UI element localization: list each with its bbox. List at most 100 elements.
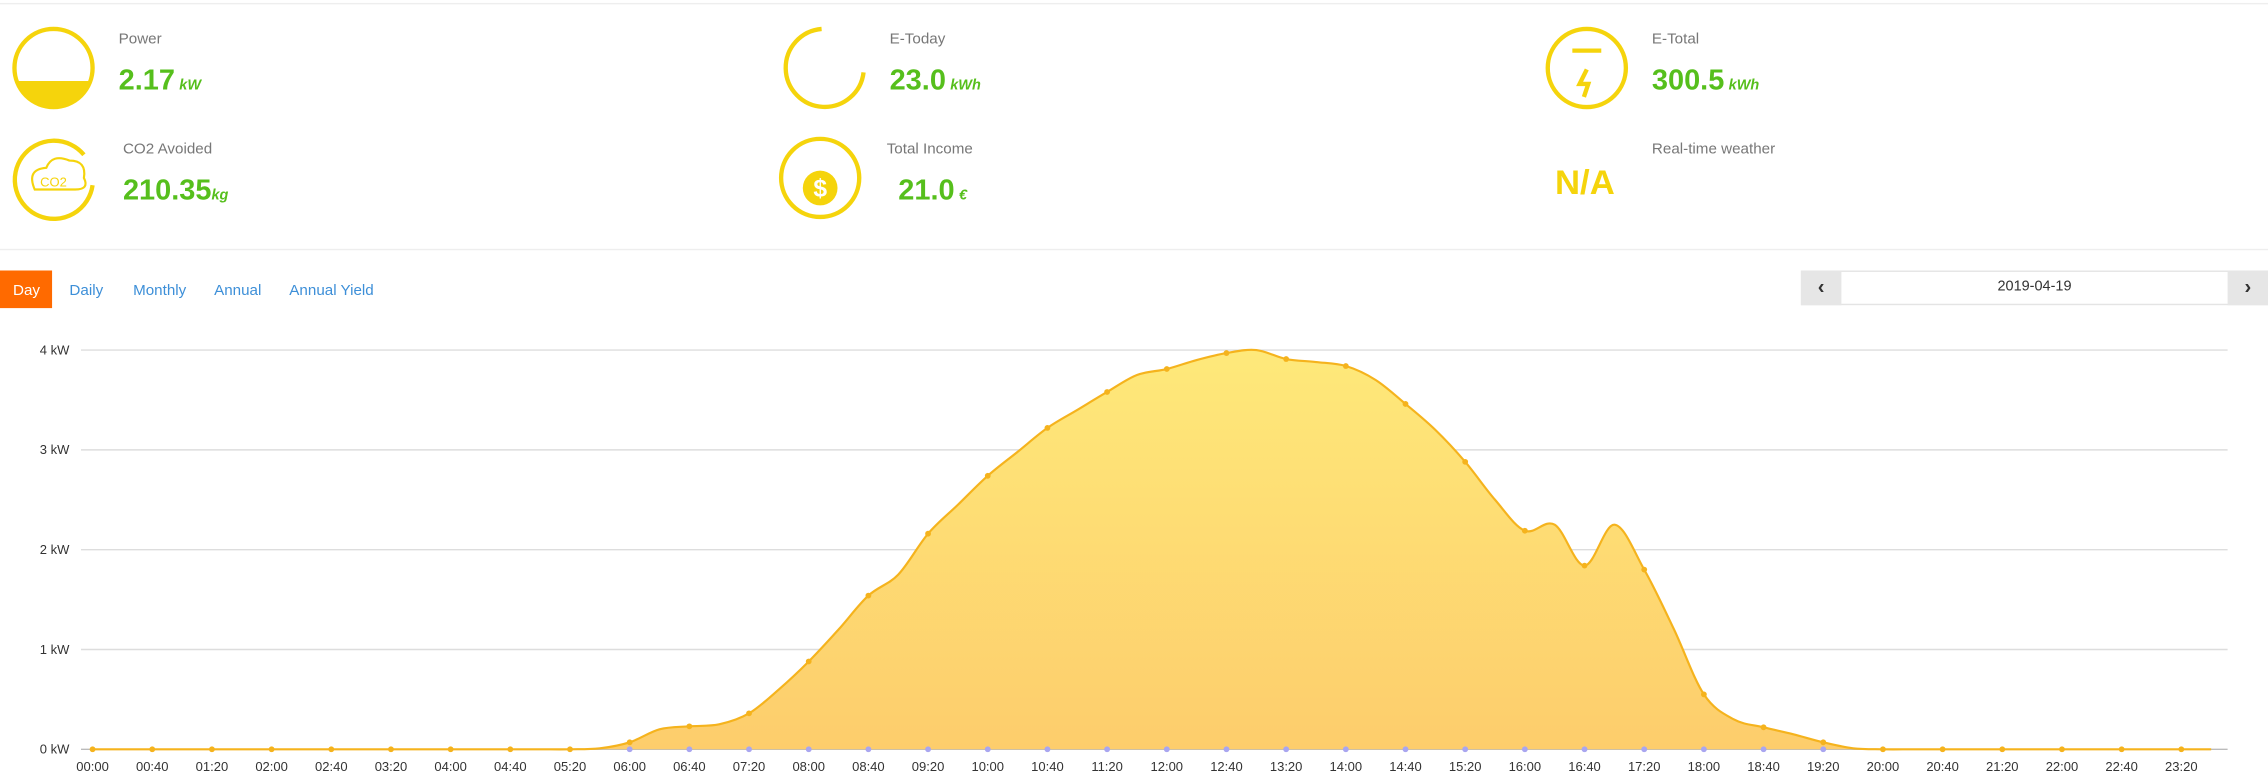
unit: kW — [179, 78, 201, 95]
x-tick-label: 18:40 — [1747, 759, 1780, 774]
point — [1342, 363, 1349, 369]
point — [1820, 746, 1827, 753]
x-tick-label: 11:20 — [1091, 759, 1123, 774]
point — [1820, 739, 1827, 746]
stat-label: Power — [118, 30, 162, 48]
point — [1163, 366, 1170, 372]
x-tick-label: 01:20 — [196, 759, 229, 774]
point — [686, 723, 693, 730]
point — [388, 746, 394, 753]
x-tick-label: 14:40 — [1389, 759, 1422, 774]
stat-value: 21.0 € — [898, 175, 967, 208]
point — [1163, 746, 1170, 753]
area — [92, 349, 2212, 750]
x-tick-label: 04:40 — [494, 759, 527, 774]
unit: kWh — [950, 78, 981, 95]
point — [567, 746, 573, 753]
point — [1521, 746, 1528, 753]
point — [1104, 389, 1111, 395]
divider — [0, 248, 2268, 251]
point — [805, 746, 812, 753]
x-tick-label: 16:00 — [1509, 759, 1542, 774]
point — [209, 746, 215, 753]
point — [1462, 458, 1469, 465]
point — [1044, 746, 1051, 753]
y-tick-label: 1 kW — [40, 642, 70, 657]
point — [626, 746, 633, 753]
stat-label: Total Income — [886, 140, 973, 158]
point — [1880, 746, 1886, 753]
x-tick-label: 16:40 — [1568, 759, 1601, 774]
x-tick-label: 02:40 — [315, 759, 348, 774]
prev-button[interactable]: ‹ — [1800, 270, 1842, 306]
x-tick-label: 20:40 — [1926, 759, 1959, 774]
y-tick-label: 2 kW — [40, 542, 70, 557]
value: 2.17 — [118, 65, 175, 97]
tab[interactable]: Day — [13, 282, 41, 300]
point — [1939, 746, 1946, 753]
tab[interactable]: Annual — [214, 282, 262, 300]
point — [507, 746, 514, 753]
value: 210.35 — [122, 175, 212, 207]
unit: € — [958, 188, 967, 204]
point — [1283, 746, 1290, 753]
x-tick-label: 18:00 — [1688, 759, 1721, 774]
x-tick-label: 04:00 — [434, 759, 467, 774]
dollar-glyph: $ — [813, 176, 827, 203]
point — [1223, 746, 1230, 753]
point — [268, 746, 275, 753]
point — [1044, 425, 1051, 431]
y-tick-label: 0 kW — [40, 742, 70, 757]
co2-cloud — [31, 157, 87, 191]
point — [1760, 724, 1767, 731]
point — [149, 746, 156, 753]
x-tick-label: 06:00 — [613, 759, 646, 774]
point — [925, 746, 931, 753]
x-tick-label: 10:00 — [971, 759, 1004, 774]
stat-value: 2.17 kW — [119, 65, 201, 98]
e-total-icon — [1545, 26, 1629, 110]
e-total-glyph — [1572, 48, 1602, 98]
point — [746, 710, 752, 717]
x-tick-label: 22:40 — [2105, 759, 2138, 774]
x-tick-label: 08:40 — [852, 759, 885, 774]
point — [1760, 746, 1767, 753]
x-tick-label: 22:00 — [2046, 759, 2079, 774]
value: 21.0 — [898, 175, 955, 207]
income-bag — [802, 170, 838, 206]
next-button[interactable]: › — [2227, 270, 2268, 306]
stat-value: 210.35kg — [123, 175, 228, 208]
x-tick-label: 07:20 — [733, 759, 766, 774]
point — [865, 746, 872, 753]
top-border — [0, 2, 2268, 5]
point — [1462, 746, 1469, 753]
x-tick-label: 20:00 — [1867, 759, 1900, 774]
point — [686, 746, 693, 753]
point — [865, 592, 872, 599]
income-icon — [778, 136, 862, 220]
point — [1701, 691, 1707, 698]
y-tick-label: 3 kW — [40, 442, 70, 457]
point — [1402, 746, 1409, 753]
x-tick-label: 05:20 — [554, 759, 587, 774]
weather-value: N/A — [1554, 163, 1615, 203]
unit: kWh — [1728, 78, 1760, 95]
value: 23.0 — [889, 65, 946, 97]
point — [1581, 562, 1588, 569]
x-tick-label: 13:20 — [1270, 759, 1303, 774]
tab-active[interactable] — [0, 270, 53, 309]
tab[interactable]: Monthly — [133, 282, 187, 300]
point — [1701, 746, 1707, 753]
tab[interactable]: Daily — [69, 282, 104, 300]
x-tick-label: 14:00 — [1330, 759, 1363, 774]
tab[interactable]: Annual Yield — [289, 282, 374, 300]
x-tick-label: 00:00 — [76, 759, 109, 774]
point — [2178, 746, 2185, 753]
point — [1104, 746, 1111, 753]
x-tick-label: 19:20 — [1807, 759, 1840, 774]
x-tick-label: 17:20 — [1628, 759, 1661, 774]
point — [1521, 527, 1528, 534]
date[interactable]: 2019-04-19 — [1997, 279, 2072, 296]
